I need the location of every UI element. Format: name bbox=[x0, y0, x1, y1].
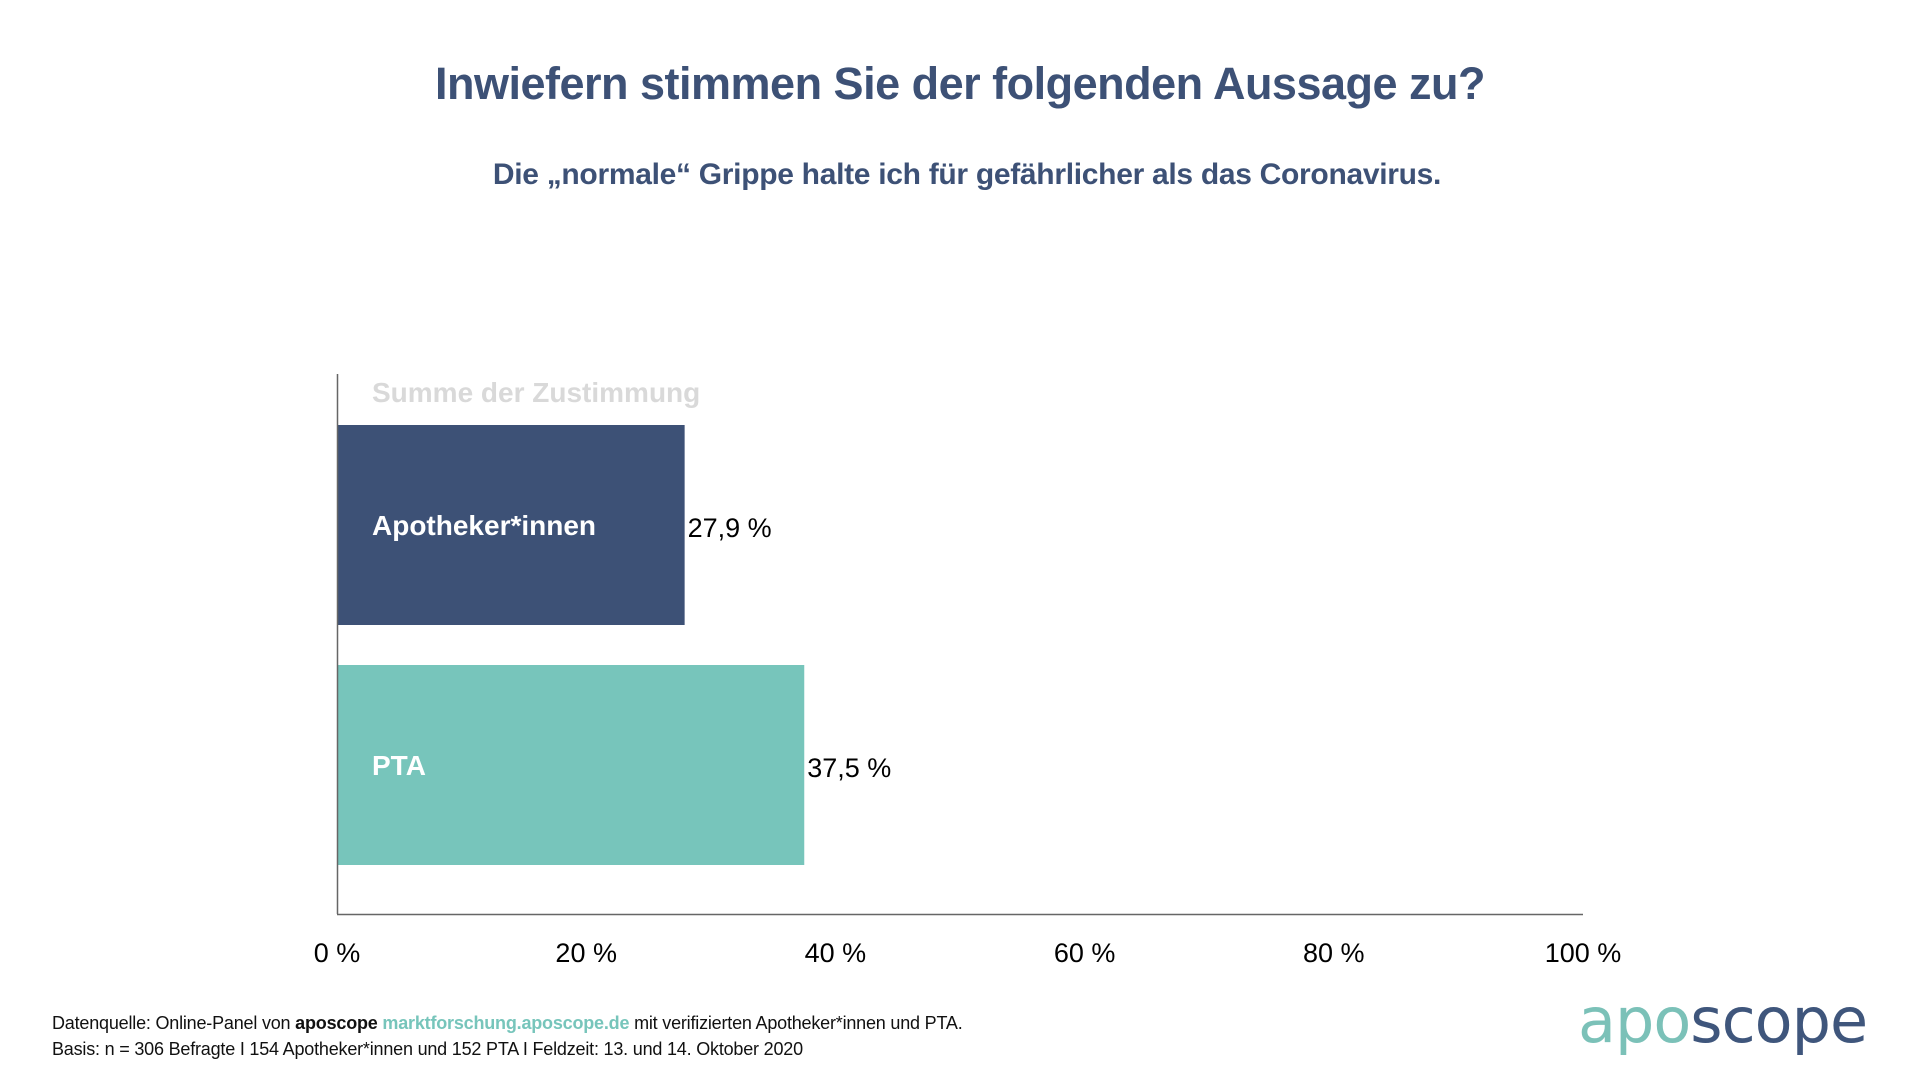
logo-part-apo: apo bbox=[1578, 984, 1691, 1057]
bar-1 bbox=[337, 665, 805, 865]
logo-part-scope: scope bbox=[1690, 984, 1868, 1057]
chart-title: Inwiefern stimmen Sie der folgenden Auss… bbox=[434, 58, 1486, 109]
bar-category-label: PTA bbox=[372, 750, 426, 781]
footer-source: Datenquelle: Online-Panel von aposcope m… bbox=[52, 1010, 963, 1062]
x-tick-label: 100 % bbox=[1545, 938, 1622, 968]
aposcope-logo: aposcope bbox=[1578, 984, 1868, 1057]
bar-value-label: 27,9 % bbox=[688, 513, 772, 543]
bar-chart: Summe der Zustimmung Apotheker*innen 27,9… bbox=[314, 374, 1622, 968]
x-tick-label: 80 % bbox=[1303, 938, 1365, 968]
footer-brand: aposcope bbox=[295, 1013, 378, 1033]
footer-line-2: Basis: n = 306 Befragte I 154 Apotheker*… bbox=[52, 1039, 803, 1059]
bar-category-label: Apotheker*innen bbox=[372, 510, 596, 541]
footer-source-text: Datenquelle: Online-Panel von bbox=[52, 1013, 296, 1033]
x-tick-label: 60 % bbox=[1054, 938, 1116, 968]
x-tick-label: 20 % bbox=[555, 938, 617, 968]
footer-line-1: Datenquelle: Online-Panel von aposcope m… bbox=[52, 1010, 963, 1036]
x-tick-label: 40 % bbox=[805, 938, 867, 968]
x-tick-label: 0 % bbox=[314, 938, 361, 968]
bar-value-label: 37,5 % bbox=[807, 753, 891, 783]
chart-subtitle: Die „normale“ Grippe halte ich für gefäh… bbox=[492, 158, 1442, 191]
footer-link[interactable]: marktforschung.aposcope.de bbox=[382, 1013, 630, 1033]
bar-0 bbox=[337, 425, 685, 625]
series-label: Summe der Zustimmung bbox=[372, 377, 700, 408]
footer-source-suffix: mit verifizierten Apotheker*innen und PT… bbox=[629, 1013, 963, 1033]
